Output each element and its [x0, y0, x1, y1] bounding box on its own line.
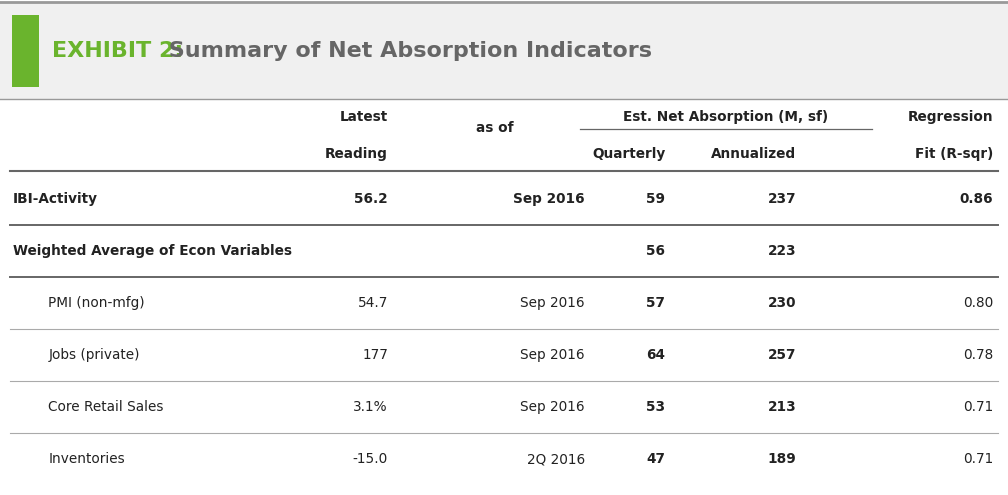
Text: Annualized: Annualized	[712, 147, 796, 161]
Text: Summary of Net Absorption Indicators: Summary of Net Absorption Indicators	[161, 41, 652, 61]
Text: 59: 59	[646, 192, 665, 206]
Text: 0.80: 0.80	[963, 296, 993, 310]
Text: Core Retail Sales: Core Retail Sales	[48, 400, 164, 414]
Text: Sep 2016: Sep 2016	[513, 192, 585, 206]
Bar	[12, 15, 39, 87]
Text: 237: 237	[768, 192, 796, 206]
Text: IBI-Activity: IBI-Activity	[13, 192, 98, 206]
Text: 213: 213	[767, 400, 796, 414]
Text: Fit (R-sqr): Fit (R-sqr)	[914, 147, 993, 161]
Text: 230: 230	[768, 296, 796, 310]
Text: EXHIBIT 2:: EXHIBIT 2:	[52, 41, 183, 61]
Text: 54.7: 54.7	[358, 296, 388, 310]
Text: Regression: Regression	[907, 110, 993, 124]
Text: Weighted Average of Econ Variables: Weighted Average of Econ Variables	[13, 244, 292, 258]
Text: 223: 223	[768, 244, 796, 258]
Text: 53: 53	[646, 400, 665, 414]
Text: 56: 56	[646, 244, 665, 258]
Text: Reading: Reading	[326, 147, 388, 161]
Text: 64: 64	[646, 348, 665, 362]
Text: 47: 47	[646, 452, 665, 466]
Text: 0.78: 0.78	[963, 348, 993, 362]
Text: 257: 257	[768, 348, 796, 362]
Text: 177: 177	[362, 348, 388, 362]
Text: Sep 2016: Sep 2016	[520, 348, 585, 362]
Text: Sep 2016: Sep 2016	[520, 296, 585, 310]
Text: 57: 57	[646, 296, 665, 310]
Bar	[0, 2, 1008, 99]
Text: 0.86: 0.86	[960, 192, 993, 206]
Text: 2Q 2016: 2Q 2016	[526, 452, 585, 466]
Text: Est. Net Absorption (M, sf): Est. Net Absorption (M, sf)	[623, 110, 829, 124]
Text: 3.1%: 3.1%	[354, 400, 388, 414]
Text: Latest: Latest	[340, 110, 388, 124]
Text: 0.71: 0.71	[963, 452, 993, 466]
Text: 0.71: 0.71	[963, 400, 993, 414]
Text: Quarterly: Quarterly	[592, 147, 665, 161]
Text: -15.0: -15.0	[353, 452, 388, 466]
Text: Inventories: Inventories	[48, 452, 125, 466]
Text: Sep 2016: Sep 2016	[520, 400, 585, 414]
Text: PMI (non-mfg): PMI (non-mfg)	[48, 296, 145, 310]
Text: Jobs (private): Jobs (private)	[48, 348, 140, 362]
Text: 189: 189	[767, 452, 796, 466]
Text: 56.2: 56.2	[355, 192, 388, 206]
Text: as of: as of	[477, 121, 514, 135]
